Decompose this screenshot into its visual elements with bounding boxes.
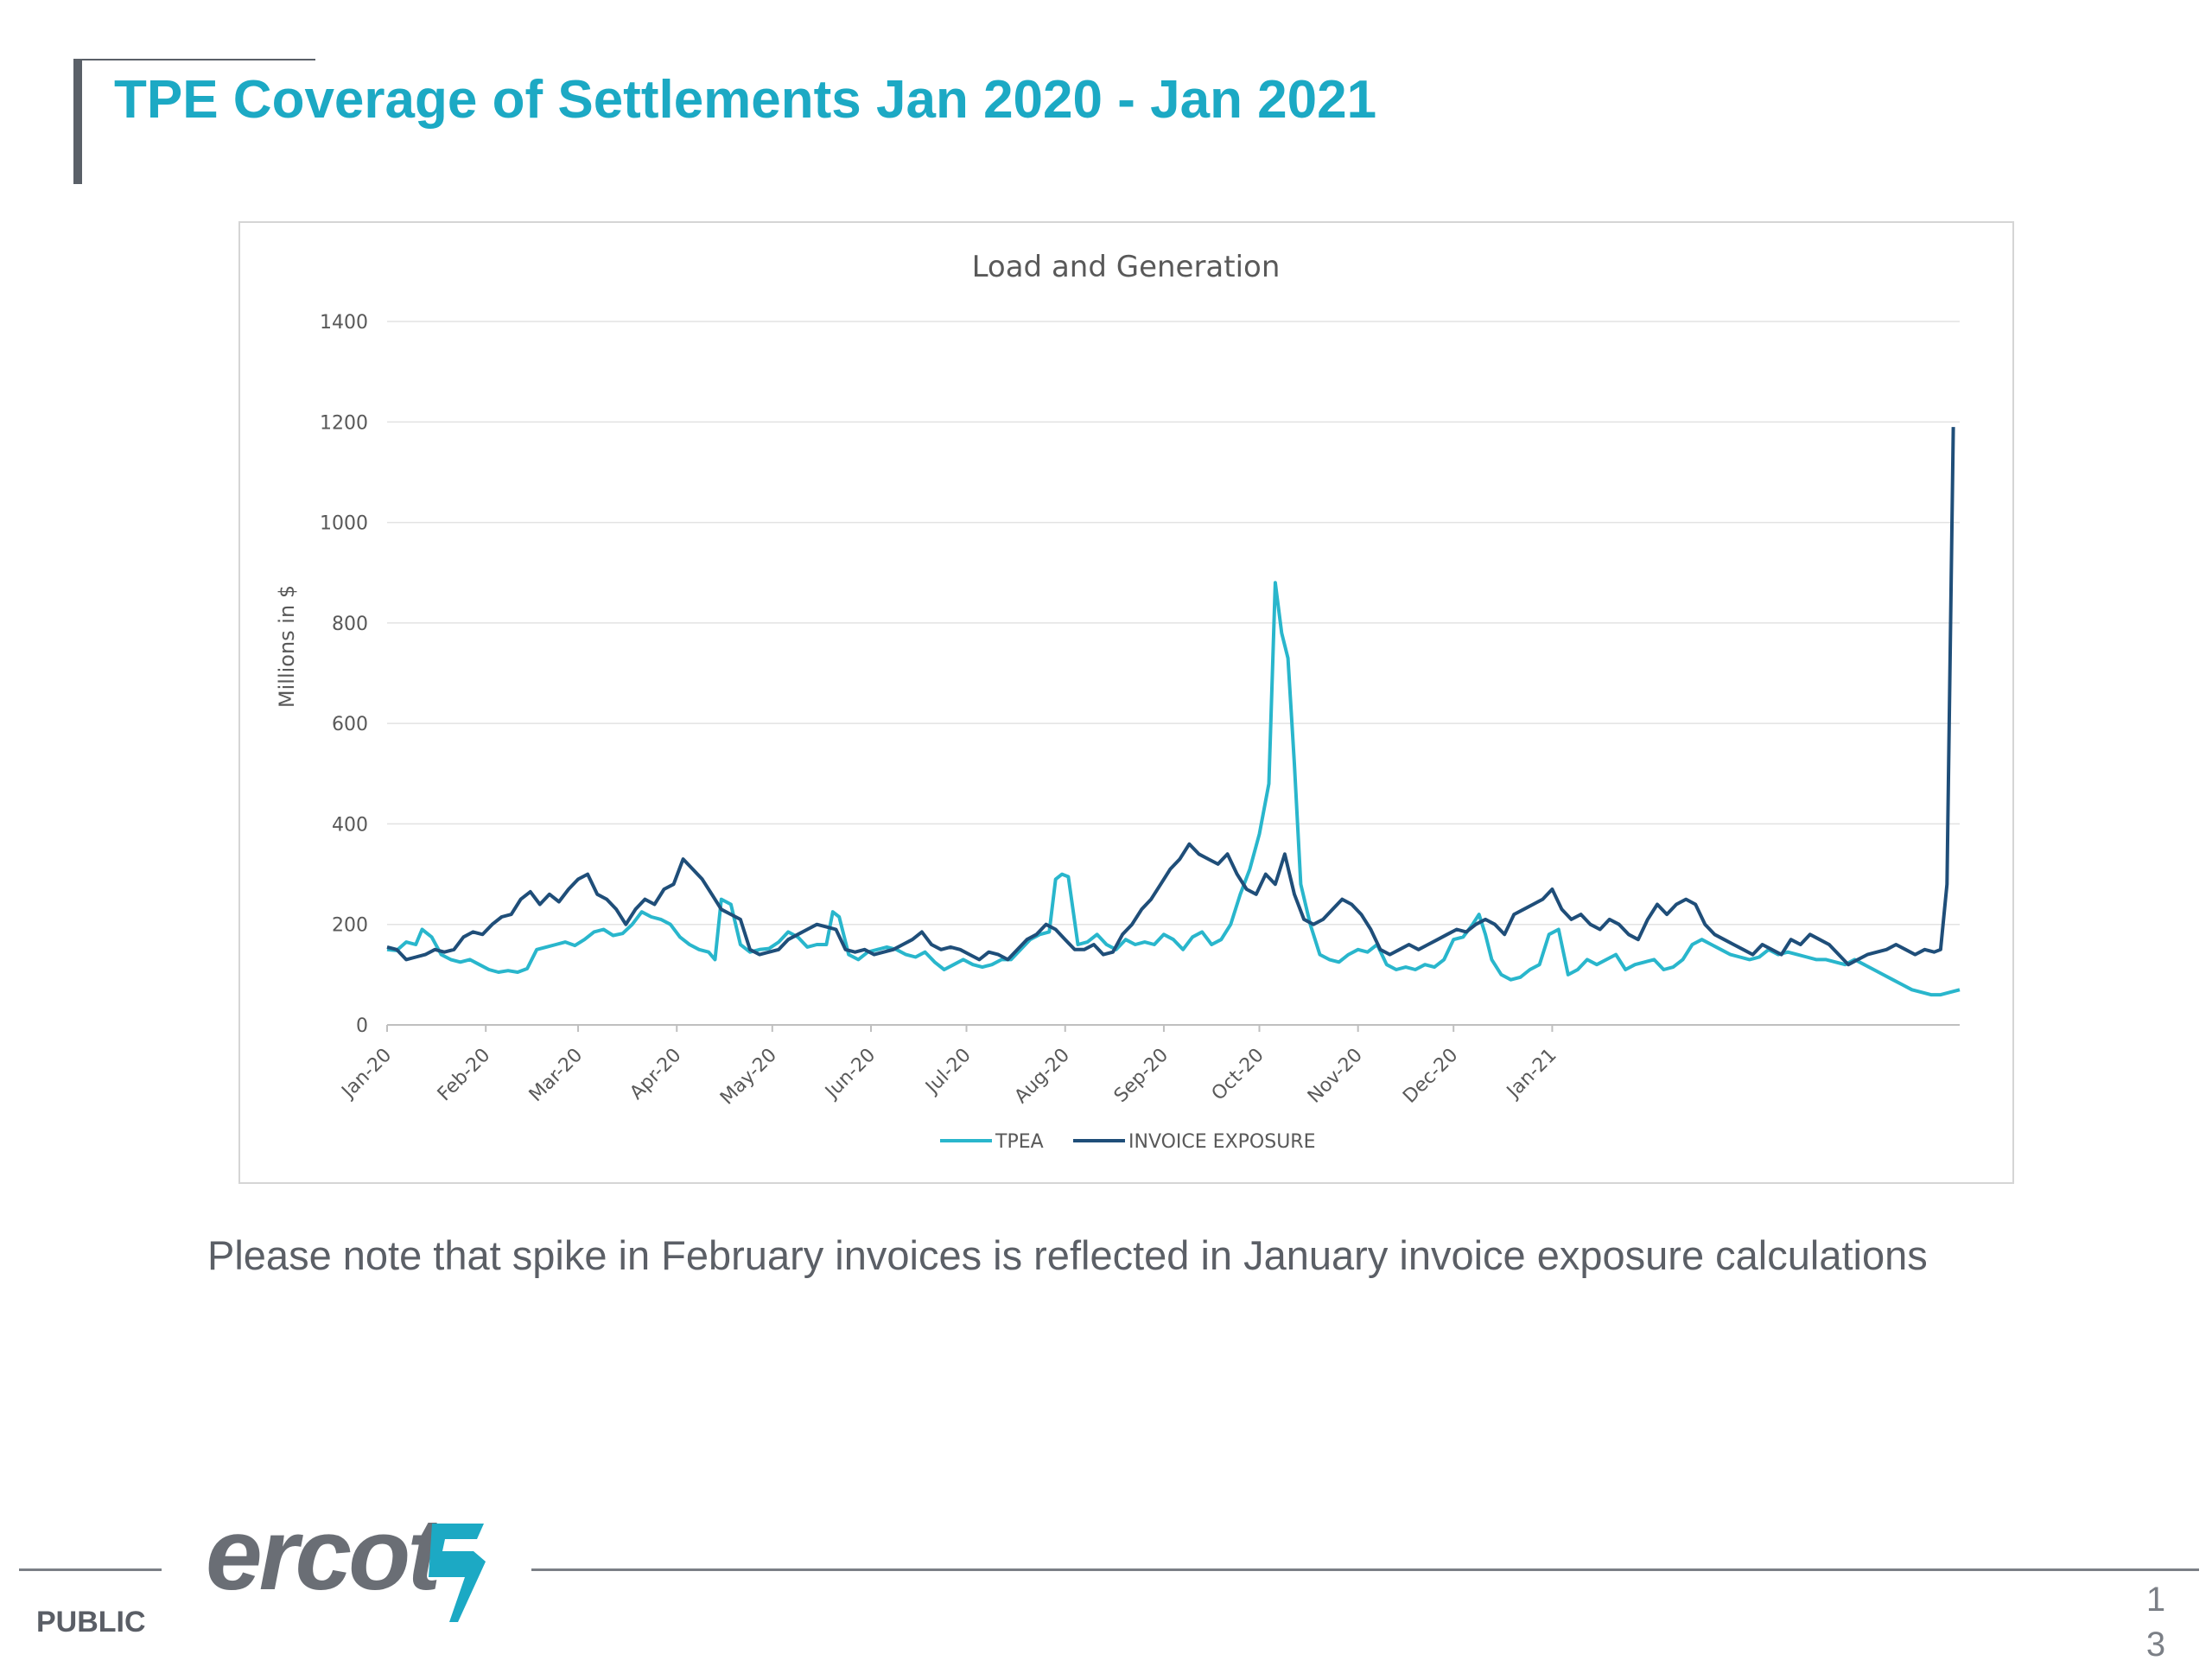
x-tick-label: Jan-20 [337, 1045, 396, 1104]
x-tick-label: May-20 [716, 1045, 781, 1110]
y-tick-label: 1200 [320, 412, 368, 434]
legend: TPEA INVOICE EXPOSURE [940, 1131, 1315, 1153]
footer-rule-left [19, 1568, 162, 1571]
legend-label: TPEA [995, 1131, 1044, 1153]
x-tick-label: Apr-20 [626, 1045, 685, 1104]
x-tick-labels: Jan-20 Feb-20 Mar-20 Apr-20 May-20 Jun-20 Jul-… [337, 1045, 1561, 1110]
y-tick-label: 800 [332, 614, 368, 635]
y-tick-labels: 0 200 400 600 800 1000 1200 1400 [320, 312, 368, 1037]
line-chart: Load and Generation Millions in $ 0 200 40… [275, 250, 1961, 1153]
x-tick-label: Dec-20 [1399, 1045, 1462, 1108]
series-line-invoice-exposure [386, 427, 1955, 967]
public-label: PUBLIC [36, 1606, 146, 1638]
grid-lines [386, 321, 1960, 1032]
y-tick-label: 0 [356, 1015, 368, 1037]
slide-title: TPE Coverage of Settlements Jan 2020 - J… [114, 70, 1377, 130]
title-rule [73, 59, 315, 60]
chart-frame: Load and Generation Millions in $ 0 200 40… [238, 221, 2014, 1184]
x-tick-label: Sep-20 [1110, 1045, 1173, 1107]
ercot-lightning-icon [429, 1524, 486, 1622]
footnote: Please note that spike in February invoi… [207, 1232, 1928, 1278]
page-number: 1 3 [2139, 1577, 2173, 1667]
y-tick-label: 600 [332, 714, 368, 735]
series-line-tpea [386, 581, 1961, 997]
x-tick-label: Jan-21 [1502, 1045, 1560, 1104]
x-tick-label: Oct-20 [1208, 1045, 1268, 1105]
x-tick-label: Jun-20 [820, 1045, 880, 1104]
legend-label: INVOICE EXPOSURE [1128, 1131, 1315, 1153]
footer-rule-right [531, 1568, 2199, 1571]
title-accent-bar [73, 59, 82, 184]
y-tick-label: 200 [332, 915, 368, 937]
x-tick-label: Nov-20 [1304, 1045, 1367, 1108]
chart-title: Load and Generation [972, 250, 1281, 284]
x-tick-label: Jul-20 [920, 1045, 975, 1099]
y-tick-label: 400 [332, 814, 368, 836]
x-tick-label: Aug-20 [1011, 1045, 1074, 1108]
ercot-logo-text: ercot [206, 1498, 442, 1612]
x-tick-label: Feb-20 [434, 1045, 495, 1106]
page-number-line-2: 3 [2145, 1626, 2166, 1664]
y-tick-label: 1400 [320, 312, 368, 334]
y-axis-label: Millions in $ [275, 585, 299, 708]
series-lines [386, 427, 1961, 997]
x-tick-label: Mar-20 [525, 1045, 587, 1106]
page-number-line-1: 1 [2145, 1581, 2166, 1619]
y-tick-label: 1000 [320, 513, 368, 535]
